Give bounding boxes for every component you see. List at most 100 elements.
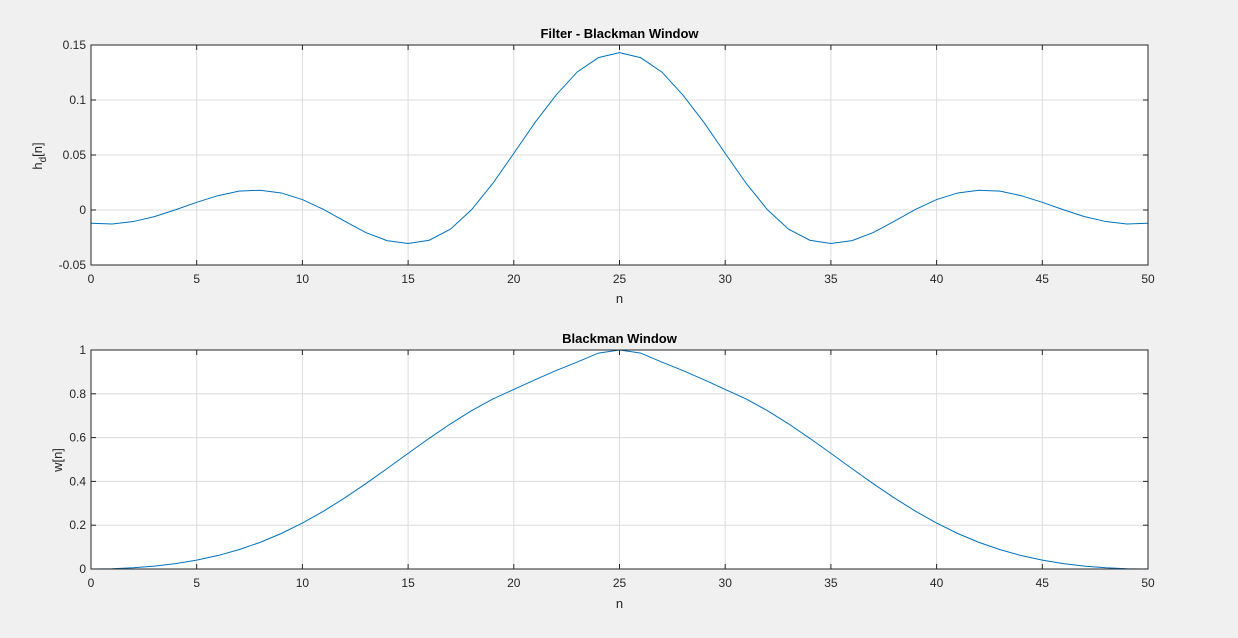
data-point bbox=[767, 410, 768, 411]
data-point bbox=[830, 453, 831, 454]
chart-title-window: Blackman Window bbox=[562, 331, 678, 346]
axes-window: Blackman Window n w[n] 0 5 10 15 20 25 30 35 40 4… bbox=[50, 331, 1155, 611]
data-point bbox=[471, 410, 472, 411]
data-point bbox=[619, 52, 620, 53]
data-point bbox=[936, 522, 937, 523]
data-point bbox=[281, 192, 282, 193]
data-point bbox=[323, 511, 324, 512]
y-tick-label: 0.6 bbox=[69, 431, 86, 445]
data-point bbox=[154, 216, 155, 217]
data-point bbox=[1021, 195, 1022, 196]
data-point bbox=[957, 533, 958, 534]
y-tick-label: 0 bbox=[79, 562, 86, 576]
data-point bbox=[450, 229, 451, 230]
data-point bbox=[133, 221, 134, 222]
y-tick-label: 0.2 bbox=[69, 518, 86, 532]
y-axis-label-window: w[n] bbox=[50, 448, 65, 473]
data-point bbox=[217, 555, 218, 556]
data-point bbox=[703, 122, 704, 123]
data-point bbox=[957, 192, 958, 193]
data-point bbox=[555, 370, 556, 371]
data-point bbox=[1063, 209, 1064, 210]
data-point bbox=[640, 57, 641, 58]
data-point bbox=[386, 240, 387, 241]
data-point bbox=[577, 361, 578, 362]
data-point bbox=[873, 232, 874, 233]
data-point bbox=[555, 94, 556, 95]
y-tick-label: -0.05 bbox=[59, 258, 87, 272]
data-point bbox=[788, 423, 789, 424]
data-point bbox=[725, 389, 726, 390]
x-tick-label: 15 bbox=[401, 272, 415, 286]
data-point bbox=[809, 240, 810, 241]
data-point bbox=[112, 223, 113, 224]
x-tick-label: 50 bbox=[1141, 576, 1155, 590]
data-point bbox=[788, 229, 789, 230]
data-point bbox=[851, 240, 852, 241]
data-point bbox=[513, 153, 514, 154]
data-point bbox=[492, 183, 493, 184]
x-tick-label: 45 bbox=[1036, 576, 1050, 590]
data-point bbox=[978, 542, 979, 543]
axes-filter: Filter - Blackman Window n hd[n] 0 5 10 15 2… bbox=[30, 26, 1155, 306]
data-point bbox=[1042, 560, 1043, 561]
y-tick-label: 0.15 bbox=[63, 38, 87, 52]
data-point bbox=[175, 209, 176, 210]
data-point bbox=[1105, 221, 1106, 222]
data-point bbox=[598, 57, 599, 58]
x-tick-label: 30 bbox=[719, 272, 733, 286]
y-tick-label: 0 bbox=[79, 203, 86, 217]
data-point bbox=[936, 199, 937, 200]
x-tick-label: 35 bbox=[824, 272, 838, 286]
y-axis-label-filter: hd[n] bbox=[30, 142, 49, 169]
data-point bbox=[386, 468, 387, 469]
x-tick-label: 25 bbox=[613, 576, 627, 590]
data-point bbox=[1021, 555, 1022, 556]
data-point bbox=[344, 497, 345, 498]
data-point bbox=[1042, 202, 1043, 203]
y-tick-label: 0.05 bbox=[63, 148, 87, 162]
data-point bbox=[154, 565, 155, 566]
data-point bbox=[323, 209, 324, 210]
x-tick-label: 5 bbox=[193, 272, 200, 286]
data-point bbox=[238, 190, 239, 191]
x-tick-label: 45 bbox=[1036, 272, 1050, 286]
data-point bbox=[260, 542, 261, 543]
data-point bbox=[450, 423, 451, 424]
data-point bbox=[196, 560, 197, 561]
x-tick-label: 15 bbox=[401, 576, 415, 590]
x-tick-label: 20 bbox=[507, 272, 521, 286]
y-tick-label: 0.4 bbox=[69, 474, 86, 488]
data-point bbox=[999, 549, 1000, 550]
y-axis-label-subscript: d bbox=[38, 157, 49, 163]
x-tick-label: 10 bbox=[296, 576, 310, 590]
data-point bbox=[978, 190, 979, 191]
data-point bbox=[682, 94, 683, 95]
x-tick-label: 30 bbox=[719, 576, 733, 590]
data-point bbox=[365, 232, 366, 233]
data-point bbox=[408, 453, 409, 454]
data-point bbox=[217, 195, 218, 196]
y-axis-label-suffix: [n] bbox=[30, 142, 45, 156]
data-point bbox=[302, 199, 303, 200]
data-point bbox=[513, 389, 514, 390]
y-axis-label-main: h bbox=[30, 162, 45, 169]
data-point bbox=[365, 483, 366, 484]
data-point bbox=[1126, 223, 1127, 224]
data-point bbox=[703, 379, 704, 380]
x-tick-label: 40 bbox=[930, 576, 944, 590]
data-point bbox=[175, 563, 176, 564]
data-point bbox=[534, 122, 535, 123]
data-point bbox=[999, 190, 1000, 191]
data-point bbox=[873, 483, 874, 484]
data-point bbox=[746, 183, 747, 184]
data-point bbox=[746, 398, 747, 399]
data-point bbox=[809, 438, 810, 439]
data-point bbox=[915, 511, 916, 512]
data-point bbox=[429, 240, 430, 241]
data-point bbox=[471, 209, 472, 210]
data-point bbox=[894, 221, 895, 222]
x-tick-label: 35 bbox=[824, 576, 838, 590]
y-tick-label: 0.8 bbox=[69, 387, 86, 401]
